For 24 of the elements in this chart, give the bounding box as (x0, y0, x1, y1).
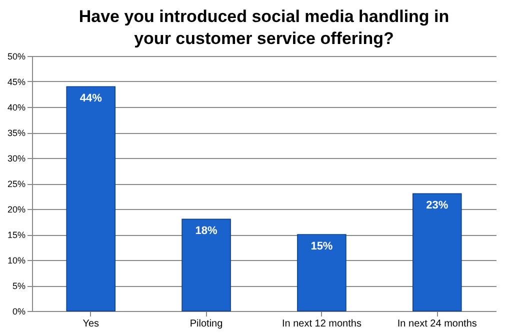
x-tick-label: In next 12 months (282, 318, 362, 330)
y-tick-label: 30% (7, 154, 26, 164)
x-tick-label: In next 24 months (397, 318, 477, 330)
y-tick-label: 15% (7, 230, 26, 240)
bar (66, 86, 116, 312)
x-tick-label: Piloting (190, 318, 223, 330)
y-tick-label: 0% (12, 306, 26, 316)
data-label: 18% (195, 225, 218, 238)
bar (182, 218, 231, 312)
y-tick-label: 50% (7, 52, 26, 62)
chart-title: Have you introduced social media handling in your customer service offering? (78, 7, 450, 48)
bar (297, 234, 346, 312)
data-label: 44% (80, 92, 102, 105)
y-tick-label: 35% (7, 128, 26, 138)
y-tick-label: 20% (7, 204, 26, 214)
y-tick-label: 25% (7, 179, 26, 189)
y-tick-label: 40% (7, 102, 26, 112)
data-label: 15% (310, 240, 333, 252)
y-tick-label: 10% (7, 256, 26, 266)
y-tick-label: 45% (7, 77, 26, 87)
bar (412, 193, 462, 312)
y-tick-label: 5% (12, 281, 26, 291)
data-label: 23% (426, 200, 448, 212)
x-tick-label: Yes (82, 318, 100, 330)
